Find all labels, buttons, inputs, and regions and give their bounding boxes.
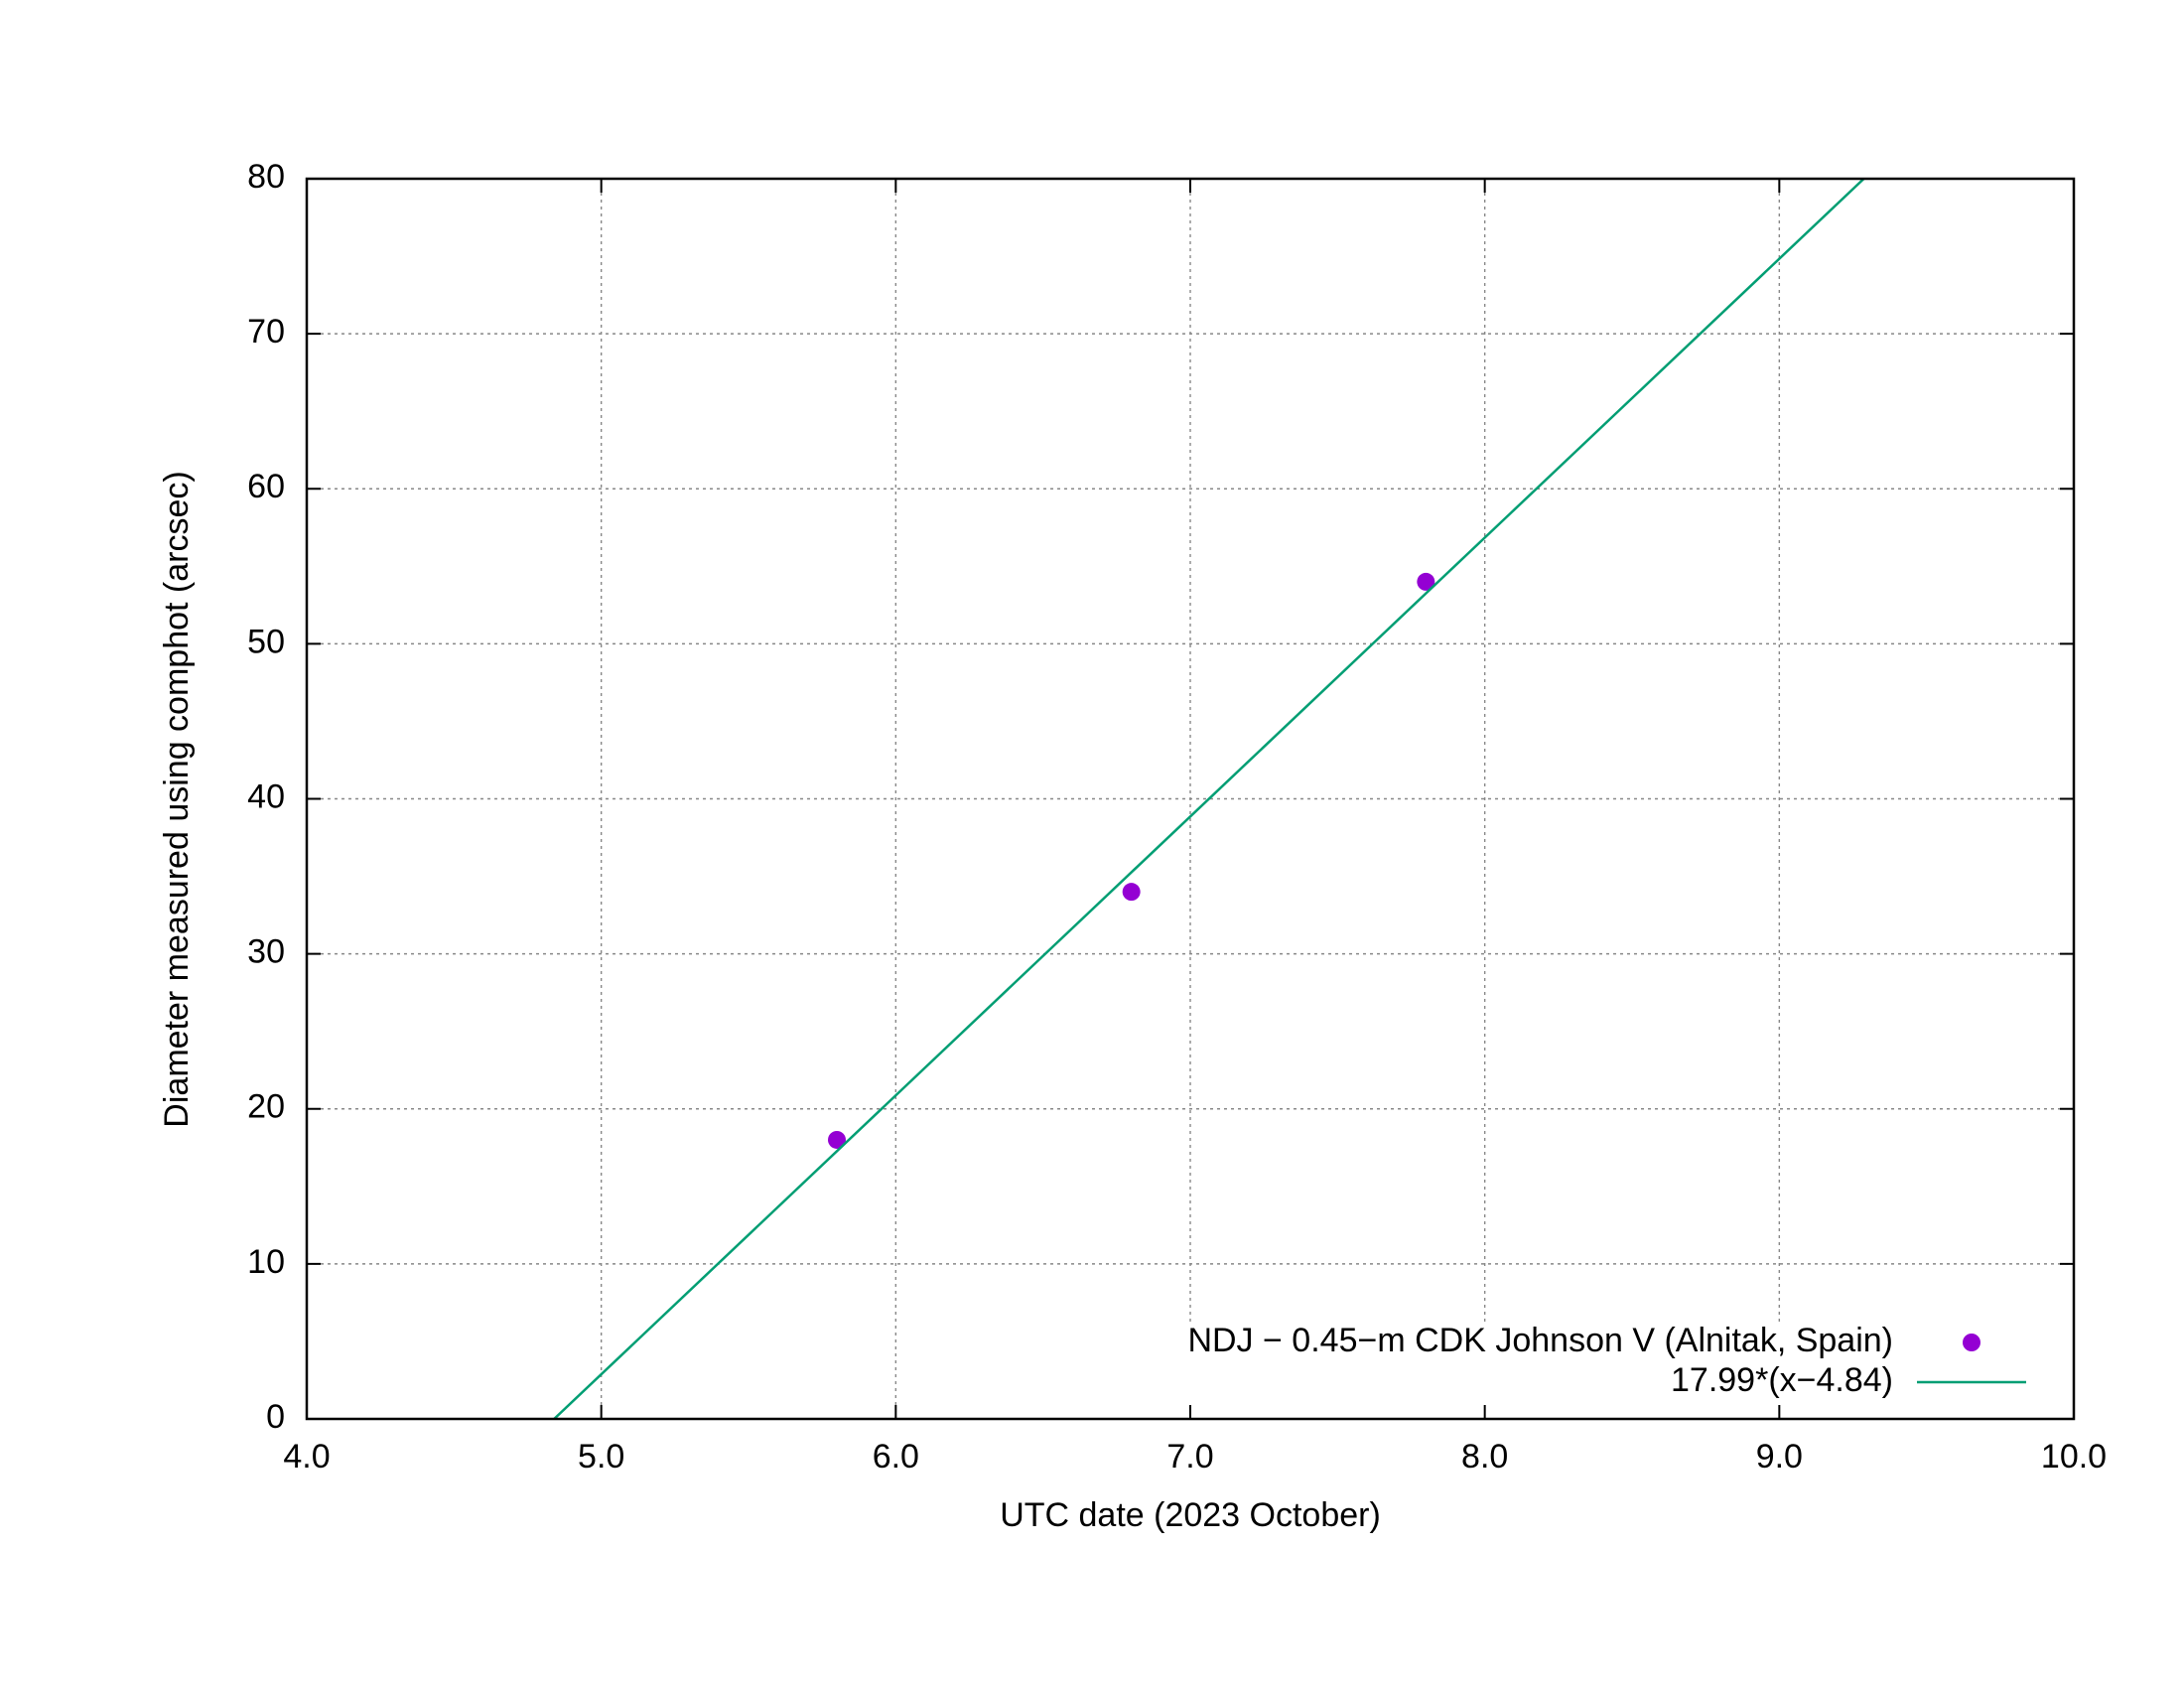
data-point bbox=[1417, 572, 1435, 591]
x-tick-label: 4.0 bbox=[283, 1438, 330, 1476]
y-tick-label: 60 bbox=[247, 468, 285, 505]
data-point bbox=[828, 1130, 846, 1149]
legend-label: 17.99*(x−4.84) bbox=[1671, 1361, 1893, 1399]
x-tick-label: 10.0 bbox=[2041, 1438, 2107, 1476]
x-tick-label: 9.0 bbox=[1756, 1438, 1803, 1476]
fit-line bbox=[553, 179, 1865, 1419]
legend-marker bbox=[1963, 1334, 1980, 1351]
y-tick-label: 20 bbox=[247, 1088, 285, 1126]
y-tick-label: 10 bbox=[247, 1243, 285, 1281]
plot-frame bbox=[305, 177, 2076, 1421]
y-tick-label: 40 bbox=[247, 777, 285, 815]
data-point bbox=[1122, 883, 1141, 902]
x-tick-label: 6.0 bbox=[873, 1438, 919, 1476]
x-axis-label: UTC date (2023 October) bbox=[1000, 1496, 1381, 1534]
x-tick-label: 5.0 bbox=[578, 1438, 624, 1476]
x-tick-label: 7.0 bbox=[1166, 1438, 1213, 1476]
legend-box bbox=[900, 1323, 2072, 1417]
y-axis-label: Diameter measured using comphot (arcsec) bbox=[158, 471, 196, 1127]
y-tick-label: 0 bbox=[266, 1398, 285, 1436]
y-tick-label: 30 bbox=[247, 933, 285, 971]
y-tick-label: 70 bbox=[247, 313, 285, 351]
y-tick-label: 50 bbox=[247, 623, 285, 660]
x-tick-label: 8.0 bbox=[1461, 1438, 1508, 1476]
legend-label: NDJ − 0.45−m CDK Johnson V (Alnitak, Spa… bbox=[1187, 1322, 1893, 1359]
y-tick-label: 80 bbox=[247, 158, 285, 196]
